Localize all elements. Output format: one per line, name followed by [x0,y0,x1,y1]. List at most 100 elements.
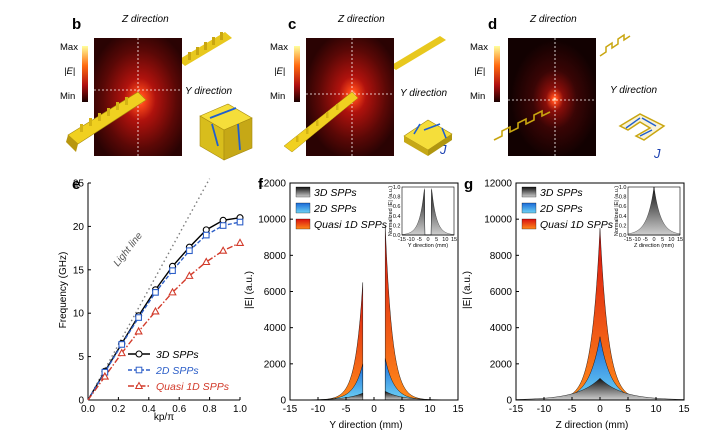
g-inset-y-tick: 0.4 [619,214,627,220]
scale-min-c: Min [270,91,286,102]
g-x-tick-label: 5 [625,404,631,415]
f-x-axis-label: Y direction (mm) [329,420,402,431]
g-area [515,378,685,401]
g-y-tick-label: 12000 [484,179,512,190]
e-y-tick-label: 10 [73,309,85,320]
f-inset-x-label: Y direction (mm) [408,243,448,249]
f-inset-y-tick: 0.2 [393,223,401,229]
f-legend-label: 2D SPPs [313,203,357,215]
f-x-tick-label: -15 [283,404,298,415]
f-inset-y-tick: 0.0 [393,233,401,239]
colorbar-d [494,46,500,102]
e-y-tick-label: 5 [78,352,84,363]
e-series-line [87,242,241,401]
g-inset-y-tick: 0.2 [619,223,627,229]
g-inset-y-tick: 0.6 [619,204,627,210]
g-y-tick-label: 4000 [490,323,513,334]
y-direction-label-d: Y direction [610,85,658,96]
y-direction-label-b: Y direction [185,86,233,97]
g-inset-y-tick: 1.0 [619,185,627,191]
f-inset-x-tick: 5 [435,237,438,243]
e-x-tick-label: 0.6 [172,404,186,415]
g-inset-x-tick: -10 [633,237,641,243]
e-point [151,306,160,315]
scale-field-c: |E| [274,66,286,77]
e-point [219,222,227,229]
current-label-d: J [654,146,661,161]
g-inset-x-label: Z direction (mm) [634,243,674,249]
g-x-tick-label: -10 [537,404,552,415]
e-lightline [87,178,211,401]
e-point [168,287,177,296]
g-legend-label: Quasi 1D SPPs [540,219,614,231]
panel-letter-f: f [258,176,263,193]
f-inset-x-tick: 0 [426,237,429,243]
f-x-tick-label: 5 [399,404,405,415]
g-y-tick-label: 6000 [490,287,513,298]
e-point [235,238,245,246]
scale-field-b: |E| [64,66,76,77]
e-point [135,314,142,321]
z-direction-label-c: Z direction [338,14,385,25]
scale-field-d: |E| [474,66,486,77]
e-point [236,218,244,226]
panel-letter-g: g [464,176,474,193]
f-y-tick-label: 10000 [258,215,286,226]
g-inset-x-tick: 5 [661,237,664,243]
panel-letter-b: b [72,16,82,33]
e-point [202,231,210,239]
f-inset-y-tick: 0.8 [393,195,401,201]
f-inset-x-tick: 10 [442,237,448,243]
g-y-tick-label: 8000 [490,251,513,262]
scale-min-b: Min [60,91,76,102]
g-inset-frame [627,186,681,236]
scale-max-d: Max [470,42,488,53]
current-label-c: J [440,142,447,157]
g-inset-area [627,186,681,236]
e-point [218,246,228,254]
f-legend-label: Quasi 1D SPPs [314,219,388,231]
f-y-tick-label: 6000 [264,287,287,298]
e-legend-label: 2D SPPs [155,365,199,377]
panel-letter-c: c [288,16,297,33]
e-legend-label: 3D SPPs [156,349,199,361]
g-y-tick-label: 2000 [490,359,513,370]
panel-letter-d: d [488,16,498,33]
e-point [134,326,143,335]
f-inset-x-tick: 15 [451,237,457,243]
e-point [169,267,176,275]
f-inset-frame [401,186,455,236]
f-y-tick-label: 8000 [264,251,287,262]
g-inset-x-tick: -5 [643,237,648,243]
g-inset-y-tick: 0.8 [619,195,627,201]
e-point [118,341,126,348]
colorbar-b [82,46,88,102]
e-x-tick-label: 1.0 [233,404,247,415]
f-inset-y-tick: 1.0 [393,185,401,191]
e-point [100,371,110,380]
y-direction-label-c: Y direction [400,88,448,99]
g-inset-y-tick: 0.0 [619,233,627,239]
f-x-tick-label: -10 [311,404,326,415]
g-inset-x-tick: 15 [677,237,683,243]
e-x-tick-label: 0.2 [111,404,125,415]
g-legend-label: 3D SPPs [540,187,583,199]
e-x-tick-label: 0.0 [81,404,95,415]
colorbar-c [294,46,300,102]
panel-d-graphic [493,33,666,156]
g-inset-y-label: Normalized |E| (a.u.) [614,186,620,236]
f-y-tick-label: 2000 [264,359,287,370]
g-x-tick-label: 10 [650,404,662,415]
f-inset-y-label: Normalized |E| (a.u.) [388,186,394,236]
f-inset-x-tick: -5 [417,237,422,243]
g-y-tick-label: 10000 [484,215,512,226]
g-legend-label: 2D SPPs [539,203,583,215]
panel-c-graphic [283,36,453,156]
g-x-axis-label: Z direction (mm) [556,420,629,431]
scale-max-b: Max [60,42,78,53]
panel-b-graphic [66,32,253,161]
f-inset-x-tick: -15 [398,237,406,243]
e-y-axis-label: Frequency (GHz) [58,252,69,329]
